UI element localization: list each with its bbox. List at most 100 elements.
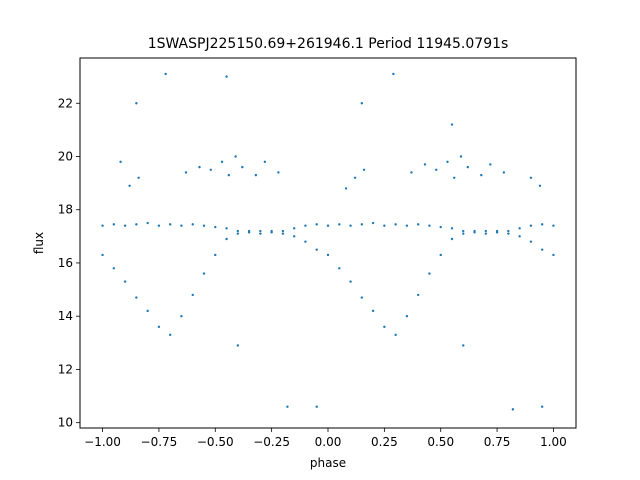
data-point <box>225 227 228 230</box>
data-point <box>405 224 409 227</box>
data-point <box>281 232 285 235</box>
x-tick-label: 1.00 <box>540 435 567 449</box>
data-point <box>168 223 172 226</box>
x-axis-ticks: −1.00 −0.75 −0.50 −0.25 0.00 0.25 0.50 0.75 1.00 <box>84 428 567 449</box>
data-point <box>338 223 341 226</box>
x-tick-label: 0.50 <box>427 435 454 449</box>
data-point <box>473 229 476 233</box>
data-point <box>446 160 449 164</box>
data-point <box>191 223 194 226</box>
data-point <box>236 344 240 347</box>
data-point <box>360 102 364 105</box>
data-point <box>410 171 413 174</box>
data-point <box>236 232 240 235</box>
data-point <box>529 224 533 227</box>
data-point <box>286 405 289 408</box>
data-point <box>518 227 521 230</box>
data-point <box>263 160 267 164</box>
data-point <box>137 176 140 179</box>
y-tick-label: 22 <box>58 96 73 110</box>
data-point <box>423 163 427 166</box>
data-point <box>277 171 280 174</box>
data-point <box>281 229 285 233</box>
data-point <box>259 232 262 235</box>
data-point <box>538 184 542 187</box>
data-point <box>439 225 442 229</box>
data-point <box>214 253 217 257</box>
data-point <box>101 224 104 227</box>
data-point <box>540 223 544 226</box>
data-point <box>552 224 555 227</box>
data-point <box>360 223 364 226</box>
y-tick-label: 18 <box>58 203 73 217</box>
x-tick-label: −0.25 <box>253 435 290 449</box>
chart-title: 1SWASPJ225150.69+261946.1 Period 11945.0… <box>148 36 509 52</box>
data-point <box>383 325 386 329</box>
data-point <box>135 102 138 105</box>
x-tick-label: 0.75 <box>484 435 511 449</box>
data-point <box>484 229 488 233</box>
data-point <box>180 315 183 318</box>
data-point <box>392 72 395 76</box>
x-tick-label: −0.50 <box>197 435 234 449</box>
data-point <box>518 235 521 238</box>
data-point <box>202 224 206 227</box>
data-point <box>529 240 533 243</box>
data-point <box>405 315 409 318</box>
data-point <box>511 408 515 411</box>
data-point <box>225 237 228 241</box>
data-point <box>326 253 330 257</box>
data-point <box>292 227 296 230</box>
data-point <box>416 223 420 226</box>
data-point <box>247 229 251 233</box>
data-point <box>349 224 352 227</box>
data-point <box>157 224 161 227</box>
data-point <box>146 221 149 225</box>
data-point <box>202 272 206 275</box>
x-tick-label: −1.00 <box>84 435 121 449</box>
data-point <box>450 227 454 230</box>
x-tick-label: 0.00 <box>315 435 342 449</box>
data-point <box>394 223 397 226</box>
data-point <box>439 253 442 257</box>
y-tick-label: 16 <box>58 256 73 270</box>
data-point <box>241 165 244 169</box>
data-point <box>489 163 492 166</box>
data-point <box>450 123 454 126</box>
data-point <box>507 232 510 235</box>
data-point <box>459 155 463 158</box>
data-point <box>168 333 172 337</box>
plot-frame <box>79 57 577 429</box>
data-point <box>428 224 431 227</box>
data-point <box>462 344 465 347</box>
data-point <box>225 75 228 78</box>
x-axis-label: phase <box>310 456 346 470</box>
data-point <box>383 224 386 227</box>
data-point <box>416 293 420 297</box>
data-point <box>164 72 167 76</box>
data-point <box>462 232 465 235</box>
data-point <box>304 224 307 227</box>
data-point <box>135 223 138 226</box>
data-point <box>507 229 510 233</box>
data-point <box>112 223 116 226</box>
y-axis-label: flux <box>32 232 46 254</box>
data-point <box>480 173 483 177</box>
data-point <box>123 224 127 227</box>
data-point <box>353 176 357 179</box>
data-point <box>428 272 431 275</box>
x-tick-label: −0.75 <box>141 435 178 449</box>
y-tick-label: 10 <box>58 416 73 430</box>
data-point <box>484 232 488 235</box>
data-point <box>128 184 131 187</box>
data-point <box>123 280 127 283</box>
data-point <box>214 225 217 229</box>
data-point <box>236 229 240 233</box>
data-point <box>315 248 318 251</box>
y-axis-ticks: 10 12 14 16 18 20 22 <box>58 96 80 430</box>
y-tick-label: 12 <box>58 362 73 376</box>
data-point <box>462 229 465 233</box>
data-point <box>292 235 296 238</box>
